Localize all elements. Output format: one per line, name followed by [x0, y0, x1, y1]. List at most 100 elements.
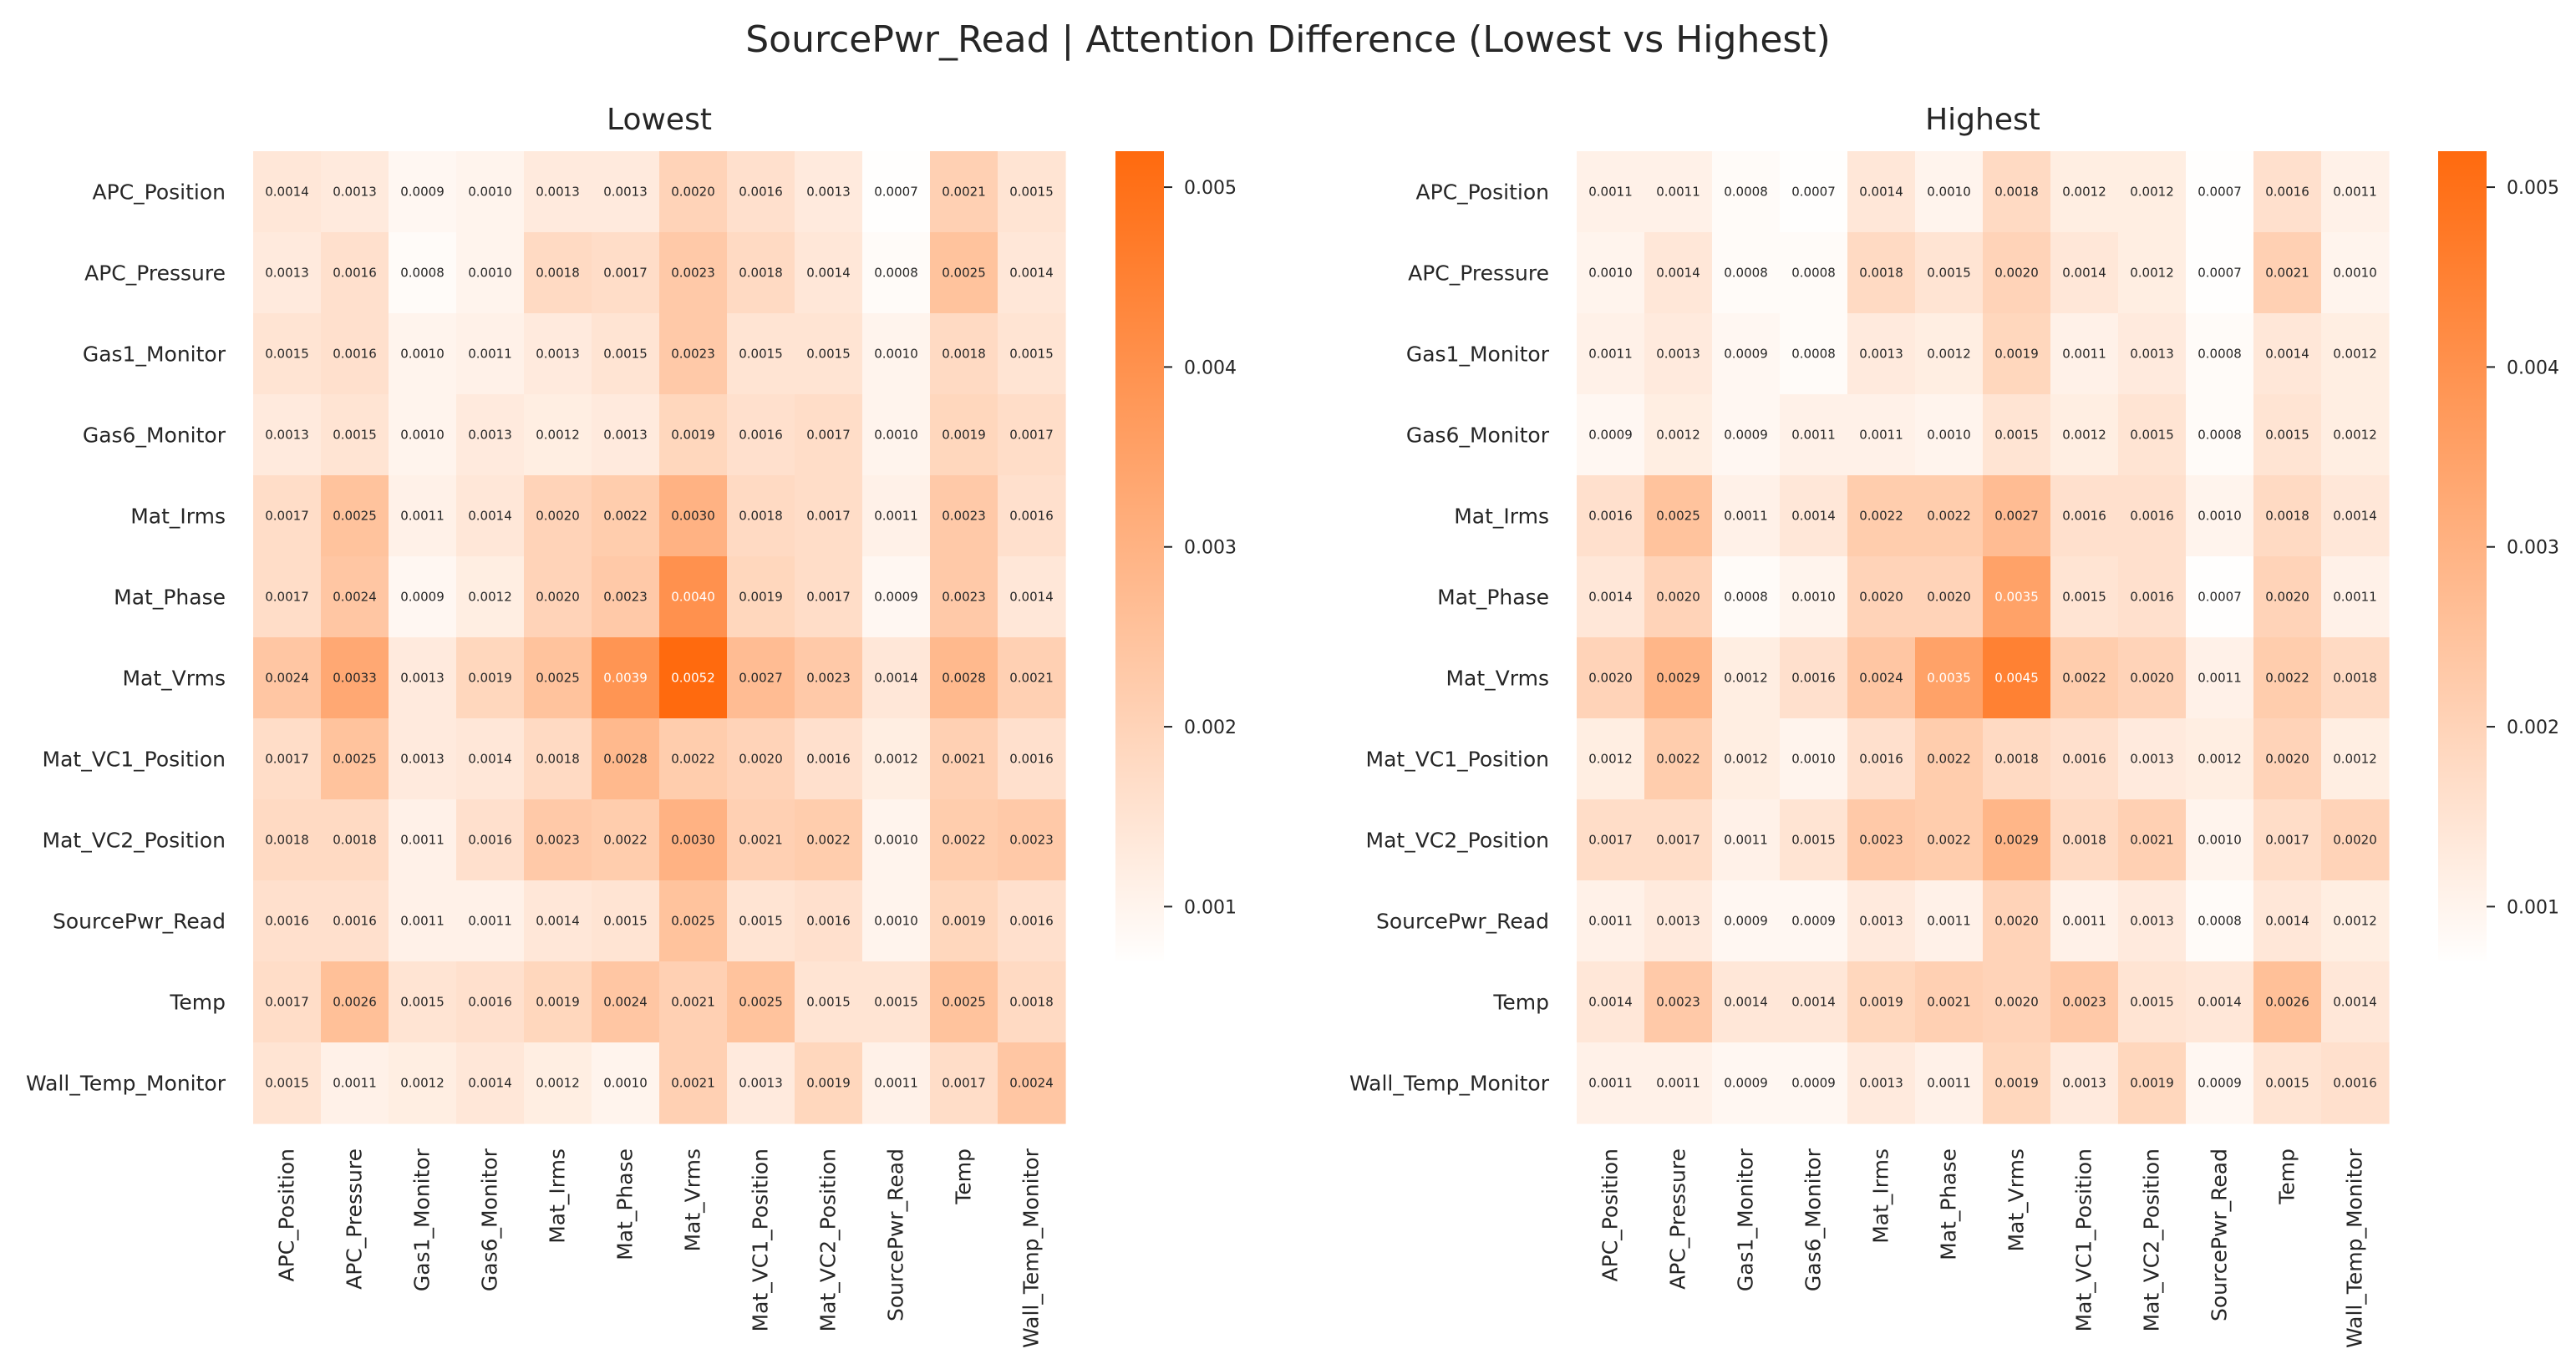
highest-cell	[1847, 880, 1916, 962]
lowest-cell-value: 0.0010	[874, 914, 918, 929]
highest-cell	[1577, 151, 1645, 233]
lowest-cell-value: 0.0013	[806, 185, 851, 200]
highest-cell	[2118, 475, 2187, 557]
highest-cell	[2050, 475, 2119, 557]
lowest-cell-value: 0.0009	[400, 185, 445, 200]
lowest-cell-value: 0.0017	[265, 752, 309, 767]
lowest-cell	[862, 961, 931, 1043]
highest-cell-value: 0.0025	[1656, 509, 1700, 524]
highest-cell-value: 0.0008	[1724, 590, 1768, 605]
highest-cell	[1577, 556, 1645, 638]
lowest-cell	[930, 151, 998, 233]
highest-cell	[1847, 151, 1916, 233]
highest-cell-value: 0.0011	[1791, 428, 1836, 443]
lowest-cell	[862, 799, 931, 881]
highest-colorbar	[2438, 151, 2487, 961]
lowest-cell	[727, 313, 795, 395]
highest-row-label: Mat_Phase	[1437, 586, 1549, 610]
lowest-cell-value: 0.0013	[468, 428, 512, 443]
lowest-cell-value: 0.0024	[265, 671, 309, 686]
lowest-cell	[321, 556, 389, 638]
highest-cell-value: 0.0022	[2062, 671, 2106, 686]
lowest-cell-value: 0.0015	[1009, 185, 1054, 200]
highest-cell	[2186, 151, 2254, 233]
highest-cell-value: 0.0012	[2197, 752, 2242, 767]
highest-cell-value: 0.0009	[2197, 1076, 2242, 1091]
lowest-cell-value: 0.0016	[333, 347, 377, 362]
highest-cell-value: 0.0018	[1859, 266, 1903, 281]
highest-cell-value: 0.0014	[2333, 995, 2377, 1010]
highest-cell-value: 0.0023	[2062, 995, 2106, 1010]
lowest-cell-value: 0.0012	[536, 1076, 580, 1091]
highest-cell	[2118, 961, 2187, 1043]
highest-cell	[1847, 637, 1916, 719]
lowest-cell-value: 0.0014	[468, 1076, 512, 1091]
lowest-cell-value: 0.0019	[671, 428, 715, 443]
highest-cell	[1780, 637, 1848, 719]
lowest-row-label: Gas1_Monitor	[83, 342, 226, 367]
highest-cell-value: 0.0012	[2333, 752, 2377, 767]
lowest-cell	[592, 799, 660, 881]
figure-suptitle: SourcePwr_Read | Attention Difference (L…	[745, 18, 1831, 61]
lowest-cell	[456, 1042, 525, 1124]
lowest-cell-value: 0.0013	[536, 185, 580, 200]
highest-cell-value: 0.0011	[1588, 347, 1633, 362]
lowest-cell-value: 0.0018	[1009, 995, 1054, 1010]
highest-cell	[1712, 475, 1781, 557]
lowest-cell	[795, 1042, 863, 1124]
highest-cell	[1915, 637, 1984, 719]
lowest-cell-value: 0.0025	[671, 914, 715, 929]
highest-cell	[1712, 1042, 1781, 1124]
lowest-cell-value: 0.0010	[400, 347, 445, 362]
highest-cell	[2253, 556, 2322, 638]
lowest-cell	[321, 799, 389, 881]
highest-cell-value: 0.0007	[2197, 185, 2242, 200]
lowest-cell	[456, 880, 525, 962]
highest-cell	[2050, 313, 2119, 395]
lowest-cell-value: 0.0017	[942, 1076, 986, 1091]
lowest-cell-value: 0.0016	[333, 914, 377, 929]
lowest-col-label: Gas6_Monitor	[478, 1148, 502, 1291]
highest-cell	[1915, 961, 1984, 1043]
highest-cell-value: 0.0023	[1859, 833, 1903, 848]
highest-cell-value: 0.0011	[1656, 1076, 1700, 1091]
lowest-cell-value: 0.0018	[536, 752, 580, 767]
lowest-cell-value: 0.0010	[874, 428, 918, 443]
lowest-cell-value: 0.0013	[739, 1076, 783, 1091]
lowest-colorbar-tick-label: 0.002	[1184, 717, 1237, 738]
highest-cell-value: 0.0017	[1588, 833, 1633, 848]
highest-cell	[1983, 799, 2051, 881]
lowest-cell-value: 0.0015	[1009, 347, 1054, 362]
highest-cell-value: 0.0019	[1994, 1076, 2039, 1091]
highest-cell	[1577, 475, 1645, 557]
highest-col-label: Temp	[2275, 1148, 2299, 1205]
highest-cell	[1983, 151, 2051, 233]
highest-cell-value: 0.0014	[1724, 995, 1768, 1010]
highest-cell-value: 0.0011	[2062, 914, 2106, 929]
highest-cell	[2118, 232, 2187, 314]
lowest-cell-value: 0.0016	[1009, 914, 1054, 929]
highest-cell	[2186, 1042, 2254, 1124]
highest-cell-value: 0.0021	[2130, 833, 2174, 848]
lowest-cell	[321, 880, 389, 962]
lowest-col-label: APC_Pressure	[343, 1148, 367, 1290]
highest-cell-value: 0.0020	[2265, 590, 2309, 605]
highest-cell	[1644, 151, 1713, 233]
lowest-cell	[727, 637, 795, 719]
highest-row-label: Mat_Vrms	[1446, 667, 1549, 691]
highest-cell	[2253, 880, 2322, 962]
lowest-cell	[998, 799, 1066, 881]
highest-cell-value: 0.0014	[2062, 266, 2106, 281]
highest-cell-value: 0.0023	[1656, 995, 1700, 1010]
lowest-col-label: APC_Position	[275, 1148, 299, 1281]
highest-cell-value: 0.0009	[1588, 428, 1633, 443]
lowest-cell	[592, 637, 660, 719]
highest-row-label: Mat_VC1_Position	[1366, 748, 1550, 772]
highest-cell	[1712, 718, 1781, 800]
lowest-cell	[862, 718, 931, 800]
highest-cell-value: 0.0012	[1927, 347, 1971, 362]
lowest-cell-value: 0.0013	[265, 428, 309, 443]
highest-cell-value: 0.0008	[1724, 185, 1768, 200]
lowest-cell-value: 0.0023	[1009, 833, 1054, 848]
highest-cell-value: 0.0016	[2130, 590, 2174, 605]
